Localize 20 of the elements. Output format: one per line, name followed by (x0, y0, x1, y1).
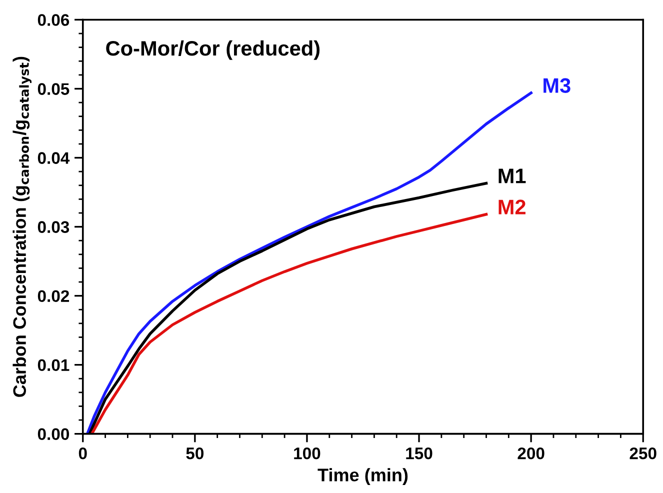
y-tick-label: 0.00 (38, 428, 69, 440)
series-label: M2 (498, 200, 526, 214)
text: Co-Mor/Cor (reduced) (106, 40, 320, 60)
line-series (86, 91, 532, 434)
series-label: M3 (544, 78, 570, 93)
x-tick-label: 250 (630, 447, 656, 460)
x-tick-label: 150 (406, 447, 432, 460)
x-tick-label: 50 (186, 447, 204, 460)
x-tick-label: 100 (294, 447, 320, 460)
x-tick-label: 200 (518, 447, 544, 460)
y-tick-label: 0.02 (38, 290, 70, 302)
x-axis-title: Time (min) (318, 468, 408, 485)
y-tick-label: 0.04 (38, 152, 70, 164)
y-tick-label: 0.05 (38, 83, 70, 95)
y-axis-title: Carbon Concentration (g$_{carbon}$/g$_{catalyst}$) (12, 56, 32, 397)
series-label: M1 (498, 168, 526, 184)
y-tick-label: 0.03 (38, 221, 70, 234)
y-tick-label: 0.01 (38, 359, 70, 372)
y-tick-label: 0.06 (38, 14, 70, 26)
x-tick-label: 0 (78, 447, 87, 460)
